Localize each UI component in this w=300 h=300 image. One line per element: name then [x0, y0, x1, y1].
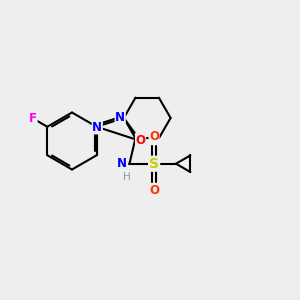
Text: N: N [117, 157, 127, 170]
Text: N: N [92, 121, 102, 134]
Text: O: O [136, 134, 146, 147]
Text: H: H [123, 172, 131, 182]
Text: O: O [149, 130, 159, 143]
Text: S: S [149, 157, 159, 171]
Text: O: O [149, 184, 159, 197]
Text: F: F [29, 112, 37, 125]
Text: N: N [115, 111, 125, 124]
